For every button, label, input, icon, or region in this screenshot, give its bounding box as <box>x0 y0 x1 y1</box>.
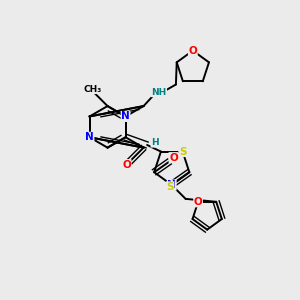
Text: H: H <box>151 138 159 147</box>
Text: N: N <box>167 180 176 190</box>
Text: O: O <box>188 46 197 56</box>
Text: S: S <box>179 147 186 157</box>
Text: O: O <box>194 197 203 207</box>
Text: CH₃: CH₃ <box>83 85 101 94</box>
Text: O: O <box>169 153 178 163</box>
Text: S: S <box>166 182 174 192</box>
Text: N: N <box>121 112 130 122</box>
Text: N: N <box>85 132 94 142</box>
Text: NH: NH <box>151 88 166 97</box>
Text: O: O <box>122 160 131 170</box>
